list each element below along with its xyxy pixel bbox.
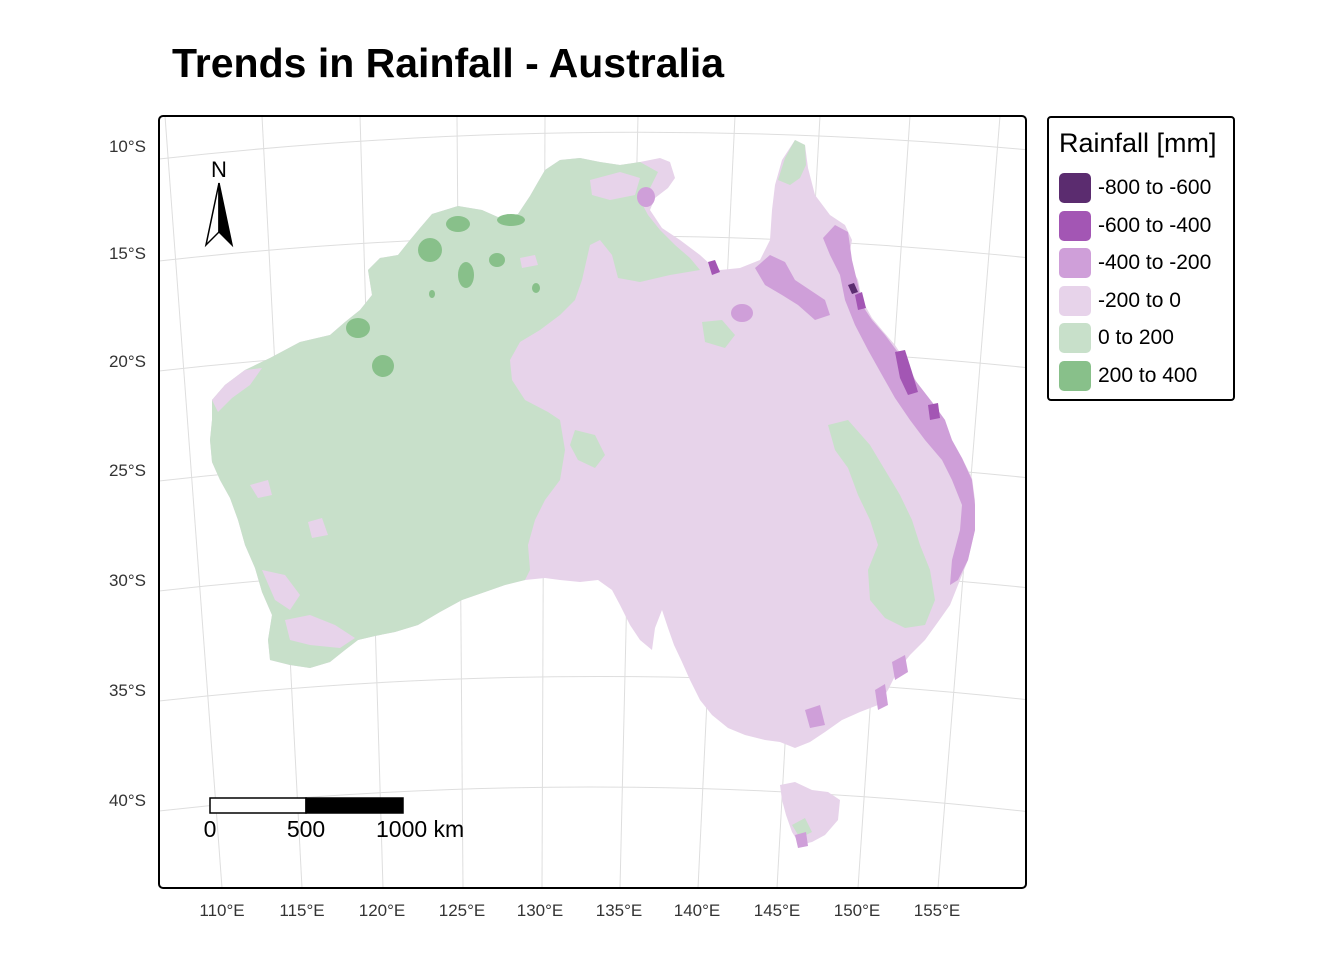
legend-item: -600 to -400 <box>1059 210 1211 242</box>
legend-title: Rainfall [mm] <box>1059 128 1217 158</box>
north-arrow-icon <box>204 182 220 248</box>
legend-item: -800 to -600 <box>1059 172 1211 204</box>
region-green-dark <box>346 214 540 377</box>
legend-swatch <box>1059 248 1091 278</box>
lon-tick-label: 140°E <box>674 901 721 920</box>
lon-tick-label: 135°E <box>596 901 643 920</box>
map-frame <box>158 115 1027 889</box>
latitude-ticks: 10°S 15°S 20°S 25°S 30°S 35°S 40°S <box>109 137 146 810</box>
lon-tick-label: 150°E <box>834 901 881 920</box>
lon-tick-label: 155°E <box>914 901 961 920</box>
region-purple-strong <box>708 260 940 420</box>
scale-label: 0 <box>204 816 217 842</box>
legend-label: -800 to -600 <box>1098 176 1212 199</box>
map-title: Trends in Rainfall - Australia <box>172 40 725 86</box>
legend-swatch <box>1059 173 1091 203</box>
legend-label: -200 to 0 <box>1098 289 1181 312</box>
lat-tick-label: 40°S <box>109 791 146 810</box>
region-purple-west-patches <box>212 172 640 648</box>
legend: Rainfall [mm] -800 to -600 -600 to -400 … <box>1047 116 1235 401</box>
legend-swatch <box>1059 211 1091 241</box>
legend-swatch <box>1059 286 1091 316</box>
legend-swatch <box>1059 323 1091 353</box>
lat-tick-label: 15°S <box>109 244 146 263</box>
region-green-west <box>210 140 935 668</box>
legend-item: 0 to 200 <box>1059 322 1174 354</box>
legend-label: 0 to 200 <box>1098 326 1174 349</box>
legend-swatch <box>1059 361 1091 391</box>
lat-tick-label: 25°S <box>109 461 146 480</box>
scale-bar: 0 500 1000 km <box>204 797 464 842</box>
legend-item: 200 to 400 <box>1059 360 1197 392</box>
longitude-ticks: 110°E 115°E 120°E 125°E 130°E 135°E 140°… <box>199 901 960 920</box>
north-label: N <box>211 157 227 182</box>
tasmania <box>780 782 840 848</box>
lon-tick-label: 120°E <box>359 901 406 920</box>
legend-item: -200 to 0 <box>1059 285 1181 317</box>
lon-tick-label: 130°E <box>517 901 564 920</box>
legend-label: 200 to 400 <box>1098 364 1198 387</box>
scale-label: 500 <box>287 816 325 842</box>
lon-tick-label: 110°E <box>199 901 244 920</box>
lat-tick-label: 10°S <box>109 137 146 156</box>
lat-tick-label: 35°S <box>109 681 146 700</box>
legend-label: -400 to -200 <box>1098 251 1212 274</box>
legend-label: -600 to -400 <box>1098 214 1212 237</box>
legend-item: -400 to -200 <box>1059 247 1211 279</box>
lon-tick-label: 125°E <box>439 901 486 920</box>
lon-tick-label: 145°E <box>754 901 801 920</box>
lat-tick-label: 20°S <box>109 352 146 371</box>
lon-tick-label: 115°E <box>279 901 324 920</box>
scale-label: 1000 km <box>376 816 464 842</box>
region-purple-darkest <box>848 283 858 294</box>
lat-tick-label: 30°S <box>109 571 146 590</box>
north-arrow: N <box>204 157 234 248</box>
